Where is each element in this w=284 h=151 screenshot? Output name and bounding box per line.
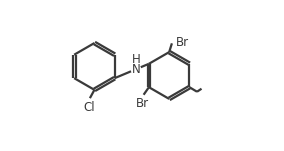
Text: Br: Br	[136, 98, 149, 111]
Text: Cl: Cl	[83, 101, 95, 114]
Text: H: H	[131, 53, 140, 66]
Text: Br: Br	[176, 36, 189, 49]
Text: N: N	[131, 63, 140, 76]
